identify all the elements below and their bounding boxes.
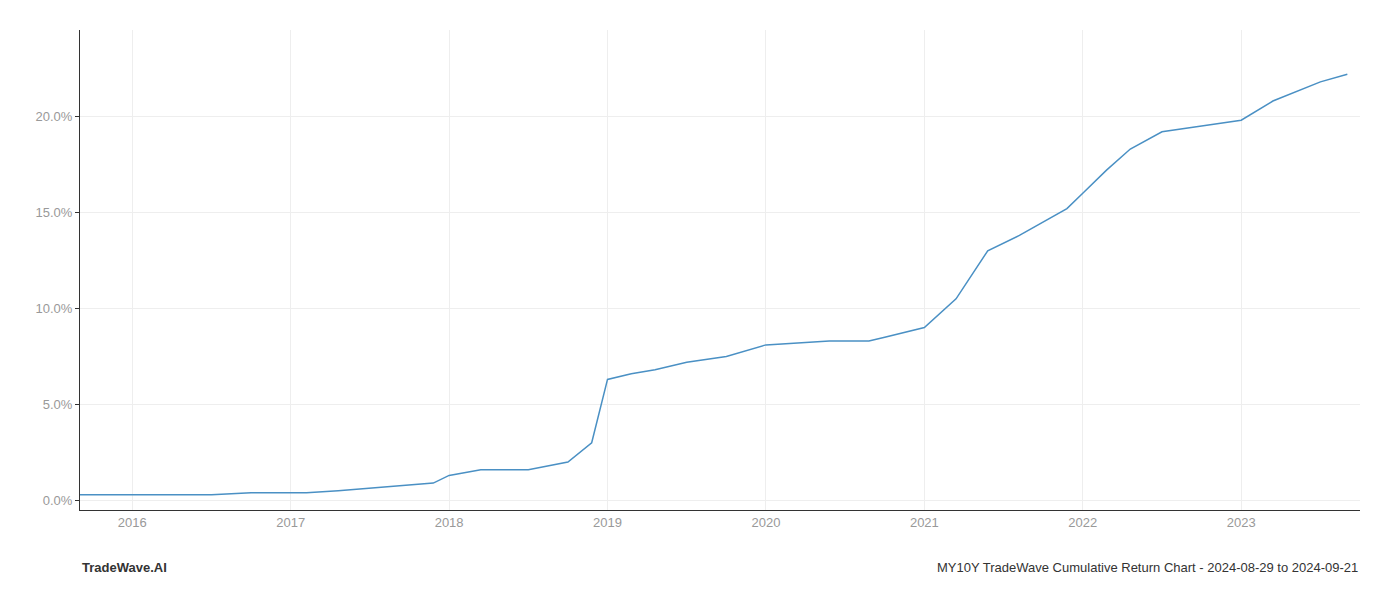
svg-text:2021: 2021 [910, 515, 939, 530]
svg-text:2023: 2023 [1227, 515, 1256, 530]
svg-text:2019: 2019 [593, 515, 622, 530]
svg-text:2016: 2016 [118, 515, 147, 530]
svg-text:2020: 2020 [751, 515, 780, 530]
svg-text:MY10Y TradeWave Cumulative Ret: MY10Y TradeWave Cumulative Return Chart … [937, 560, 1358, 575]
svg-text:TradeWave.AI: TradeWave.AI [82, 560, 167, 575]
svg-text:15.0%: 15.0% [36, 205, 73, 220]
svg-text:10.0%: 10.0% [36, 301, 73, 316]
svg-text:2022: 2022 [1068, 515, 1097, 530]
svg-text:2018: 2018 [435, 515, 464, 530]
svg-text:20.0%: 20.0% [36, 109, 73, 124]
svg-text:0.0%: 0.0% [43, 493, 73, 508]
svg-text:5.0%: 5.0% [43, 397, 73, 412]
svg-text:2017: 2017 [276, 515, 305, 530]
